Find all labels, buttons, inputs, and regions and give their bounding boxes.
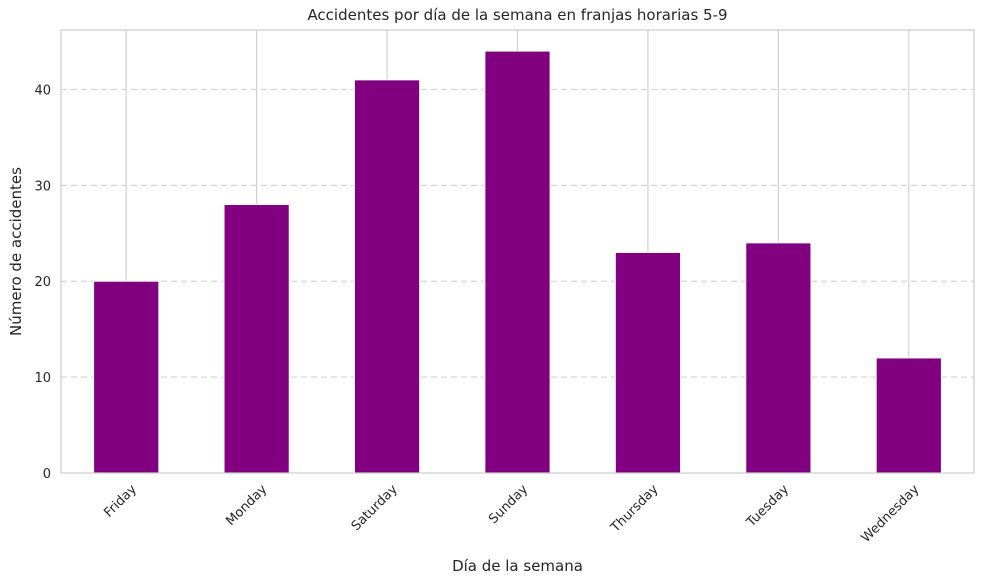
y-gridlines [61,88,974,378]
y-tick-label: 40 [34,83,51,98]
bar [353,79,421,474]
bar [484,50,551,474]
bar [875,357,942,474]
bar [93,280,160,474]
chart-title: Accidentes por día de la semana en franj… [307,6,727,24]
y-axis-label: Número de accidentes [7,167,25,336]
y-tick-labels: 0 10 20 30 40 [34,83,51,482]
x-axis-label: Día de la semana [452,557,583,575]
bar [223,204,290,474]
x-tick-label: Thursday [608,482,662,536]
y-tick-label: 20 [34,275,51,290]
x-tick-label: Saturday [349,482,401,534]
x-tick-label: Tuesday [743,482,792,531]
x-tick-labels: Friday Monday Saturday Sunday Thursday Tuesda… [101,482,922,546]
plot-frame [60,29,975,474]
y-tick-label: 0 [43,467,51,482]
x-tick-label: Sunday [486,482,531,527]
bars [93,50,942,474]
bar [614,251,682,474]
x-tick-label: Wednesday [859,482,923,546]
x-tick-label: Friday [101,482,140,521]
y-tick-label: 10 [34,371,51,386]
x-tick-label: Monday [223,482,270,529]
y-tick-label: 30 [34,179,51,194]
bar [745,242,812,474]
